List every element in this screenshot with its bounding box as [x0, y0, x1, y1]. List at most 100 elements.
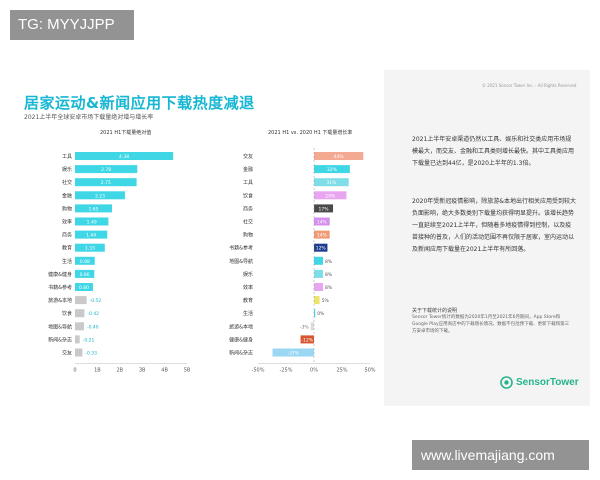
summary-paragraph-2: 2020年受新冠疫情影响，除旅游&本地出行相关应用受到较大负面影响，绝大多数类别…	[412, 198, 576, 253]
chart2-category-label: 社交	[243, 219, 253, 226]
chart2-title: 2021 H1 vs. 2020 H1 下载量增长率	[268, 129, 352, 136]
chart1-category-label: 社交	[62, 179, 72, 186]
chart2-category-label: 工具	[243, 180, 253, 186]
chart1-category-label: 金融	[62, 192, 72, 199]
chart2-value-label: 29%	[325, 193, 336, 199]
summary-paragraph-1: 2021上半年安卓渠道仍然以工具、娱乐和社交类应用市场规模最大，而交友、金融和工…	[412, 136, 575, 167]
chart1-bar	[75, 217, 109, 226]
tg-badge: TG: MYYJJPP	[10, 10, 134, 40]
chart2-bar	[314, 152, 364, 160]
chart2-category-label: 教育	[243, 297, 253, 304]
chart2-category-label: 交友	[243, 153, 253, 160]
site-watermark: www.livemajiang.com	[412, 440, 589, 470]
chart2-value-label: 44%	[334, 154, 345, 160]
chart1-category-label: 健康&健身	[48, 271, 72, 278]
chart2-bar	[314, 165, 350, 174]
chart1-title: 2021 H1下载量绝对值	[100, 129, 151, 136]
chart2-category-label: 娱乐	[243, 271, 253, 278]
chart2-value-label: 8%	[325, 272, 333, 278]
chart2-bar	[314, 256, 323, 265]
chart2-tick-label: 25%	[336, 368, 347, 374]
chart2-value-label: 14%	[317, 233, 328, 239]
chart1-tick-label: 4B	[161, 368, 168, 374]
chart2-value-label: 12%	[316, 246, 327, 252]
chart1-category-label: 交友	[62, 350, 72, 357]
chart1-value-label: -0.40	[87, 324, 99, 330]
chart2-bar	[314, 178, 349, 187]
chart1-category-label: 新闻&杂志	[48, 336, 72, 343]
chart2-category-label: 金融	[243, 166, 253, 173]
chart1-category-label: 饮食	[62, 310, 72, 317]
chart1-value-label: 0.80	[79, 285, 89, 291]
slide-subheading: 2021上半年全球安卓市场下载量绝对增与增长率	[24, 114, 154, 121]
chart1-value-label: 1.65	[88, 206, 98, 212]
copyright-text: © 2021 Sensor Tower Inc. - All Rights Re…	[482, 83, 577, 88]
chart2-value-label: -3%	[300, 324, 309, 330]
chart1-bar	[75, 309, 85, 318]
chart1-category-label: 书籍&参考	[48, 284, 72, 291]
chart2-tick-label: -50%	[252, 368, 265, 374]
chart1-category-label: 地图&导航	[48, 323, 72, 330]
chart2-value-label: 8%	[325, 259, 333, 265]
chart1-value-label: 2.23	[95, 193, 105, 199]
chart1-value-label: 2.78	[101, 167, 111, 173]
chart2-category-label: 饮食	[243, 192, 253, 199]
chart1-tick-label: 3B	[139, 368, 146, 374]
chart1-tick-label: 2B	[116, 368, 123, 374]
chart2-bar	[314, 269, 323, 278]
chart2-bar	[314, 191, 347, 200]
chart1-value-label: 1.44	[86, 233, 96, 239]
chart1-value-label: 1.49	[87, 220, 97, 226]
sensortower-logo-icon	[500, 376, 513, 389]
chart1-bar	[75, 178, 137, 187]
chart1-value-label: 1.33	[85, 246, 95, 252]
summary-panel: © 2021 Sensor Tower Inc. - All Rights Re…	[384, 70, 590, 406]
chart2-category-label: 购物	[243, 232, 253, 239]
note-text: Sensor Tower统计的数据为2020年1月至2021年6月期间，App …	[412, 315, 570, 334]
logo-text: SensorTower	[516, 377, 579, 388]
slide-heading: 居家运动&新闻应用下载热度减退	[24, 94, 255, 112]
chart2-value-label: 8%	[325, 285, 333, 291]
chart1-category-label: 旅游&本地	[48, 297, 72, 304]
chart1-category-label: 商务	[62, 232, 72, 239]
chart1-category-label: 生活	[62, 258, 72, 265]
chart1-value-label: -0.21	[83, 337, 95, 343]
chart1-bar	[75, 256, 95, 265]
chart1-category-label: 教育	[62, 245, 72, 252]
chart2-bar	[314, 283, 323, 291]
chart2-category-label: 新闻&杂志	[229, 350, 253, 357]
sensortower-logo: SensorTower	[500, 376, 579, 389]
chart1-category-label: 效率	[62, 219, 72, 226]
chart1-category-label: 娱乐	[62, 166, 72, 173]
chart2-bar	[272, 348, 314, 357]
chart2-bar	[314, 204, 334, 213]
chart1-value-label: 2.75	[101, 180, 111, 186]
chart1-value-label: -0.52	[90, 298, 102, 304]
chart2-category-label: 地图&导航	[229, 258, 253, 265]
chart1-tick-label: 1B	[94, 368, 101, 374]
chart2-category-label: 书籍&参考	[229, 245, 253, 252]
chart2-value-label: 32%	[327, 167, 338, 173]
chart2-bar	[314, 230, 330, 239]
chart1-bar	[75, 243, 105, 252]
chart2-bar	[314, 217, 330, 226]
chart1-bar	[75, 348, 83, 357]
chart2-tick-label: 0%	[310, 368, 318, 374]
chart2-bar	[314, 296, 320, 305]
chart1-bar	[75, 296, 87, 305]
chart2-bar	[314, 243, 328, 252]
chart1-value-label: 0.88	[80, 259, 90, 265]
chart1-value-label: 0.86	[80, 272, 90, 278]
chart1-bar	[75, 230, 108, 239]
chart1-bar	[75, 283, 93, 291]
chart2-tick-label: -25%	[280, 368, 293, 374]
chart2-category-label: 效率	[243, 284, 253, 291]
chart2-value-label: -12%	[301, 337, 313, 343]
chart2-value-label: 17%	[319, 206, 330, 212]
chart1-category-label: 购物	[62, 205, 72, 212]
chart2-bar	[310, 322, 314, 331]
chart1-bar	[75, 335, 80, 344]
chart1-bar	[75, 152, 174, 160]
chart1-bar	[75, 269, 95, 278]
chart1-bar	[75, 322, 84, 331]
